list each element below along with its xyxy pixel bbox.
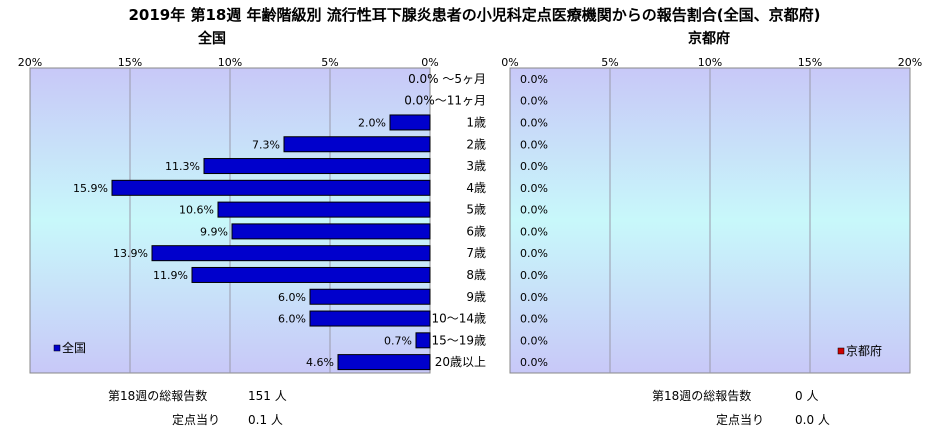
left-tick-label: 10% (218, 56, 242, 69)
national-total-value: 151 人 (248, 389, 287, 403)
kyoto-value-label: 0.0% (520, 291, 548, 304)
right-tick-label: 20% (898, 56, 922, 69)
kyoto-value-label: 0.0% (520, 204, 548, 217)
kyoto-value-label: 0.0% (520, 356, 548, 369)
category-label: 2歳 (466, 137, 486, 151)
national-per-label: 定点当り (172, 413, 221, 427)
right-tick-label: 10% (698, 56, 722, 69)
legend-label-national: 全国 (62, 340, 86, 355)
national-bar (283, 136, 431, 153)
kyoto-per-value: 0.0 人 (795, 413, 830, 427)
national-bar (111, 179, 431, 196)
national-bar (415, 332, 431, 349)
category-label: 10～14歳 (431, 312, 486, 326)
national-bar (309, 288, 431, 305)
national-bar (309, 310, 431, 327)
national-value-label: 11.9% (153, 269, 188, 282)
legend-swatch-national (53, 344, 61, 352)
national-value-label: 0.7% (384, 334, 412, 347)
national-value-label: 13.9% (113, 247, 148, 260)
kyoto-total-value: 0 人 (795, 389, 819, 403)
national-bar (231, 223, 431, 240)
right-tick-label: 5% (601, 56, 618, 69)
kyoto-value-label: 0.0% (520, 334, 548, 347)
national-bar (191, 266, 431, 283)
national-value-label: 6.0% (278, 313, 306, 326)
national-value-label: 15.9% (73, 182, 108, 195)
category-label: 0.0%～11ヶ月 (404, 94, 486, 108)
kyoto-value-label: 0.0% (520, 116, 548, 129)
category-label: 4歳 (466, 181, 486, 195)
national-bar (203, 158, 431, 175)
kyoto-value-label: 0.0% (520, 313, 548, 326)
category-label: 20歳以上 (435, 355, 486, 369)
kyoto-value-label: 0.0% (520, 73, 548, 86)
kyoto-value-label: 0.0% (520, 95, 548, 108)
category-label: 15～19歳 (431, 333, 486, 347)
left-panel-title: 全国 (198, 31, 226, 47)
chart-title: 2019年 第18週 年齢階級別 流行性耳下腺炎患者の小児科定点医療機関からの報… (128, 6, 821, 24)
left-tick-label: 0% (421, 56, 438, 69)
national-per-value: 0.1 人 (248, 413, 283, 427)
right-tick-label: 15% (798, 56, 822, 69)
national-total-label: 第18週の総報告数 (108, 389, 208, 403)
right-tick-label: 0% (501, 56, 518, 69)
kyoto-total-label: 第18週の総報告数 (652, 389, 752, 403)
national-bar (389, 114, 431, 131)
kyoto-value-label: 0.0% (520, 182, 548, 195)
category-label: 9歳 (466, 290, 486, 304)
legend-label-kyoto: 京都府 (846, 343, 882, 358)
kyoto-value-label: 0.0% (520, 225, 548, 238)
national-bar (337, 354, 431, 371)
kyoto-value-label: 0.0% (520, 247, 548, 260)
legend-swatch-kyoto (837, 347, 845, 355)
national-value-label: 7.3% (252, 138, 280, 151)
category-label: 0.0% ～5ヶ月 (408, 72, 486, 86)
category-label: 8歳 (466, 268, 486, 282)
left-tick-label: 20% (18, 56, 42, 69)
national-value-label: 4.6% (306, 356, 334, 369)
kyoto-value-label: 0.0% (520, 138, 548, 151)
national-value-label: 6.0% (278, 291, 306, 304)
kyoto-per-label: 定点当り (716, 413, 765, 427)
left-tick-label: 15% (118, 56, 142, 69)
category-label: 3歳 (466, 159, 486, 173)
national-value-label: 2.0% (358, 116, 386, 129)
kyoto-value-label: 0.0% (520, 269, 548, 282)
national-value-label: 10.6% (179, 204, 214, 217)
left-tick-label: 5% (321, 56, 338, 69)
category-label: 1歳 (466, 115, 486, 129)
national-bar (217, 201, 431, 218)
category-label: 5歳 (466, 203, 486, 217)
national-value-label: 9.9% (200, 225, 228, 238)
kyoto-value-label: 0.0% (520, 160, 548, 173)
category-label: 7歳 (466, 246, 486, 260)
national-value-label: 11.3% (165, 160, 200, 173)
national-bar (151, 245, 431, 262)
category-label: 6歳 (466, 224, 486, 238)
right-panel-title: 京都府 (688, 31, 730, 47)
